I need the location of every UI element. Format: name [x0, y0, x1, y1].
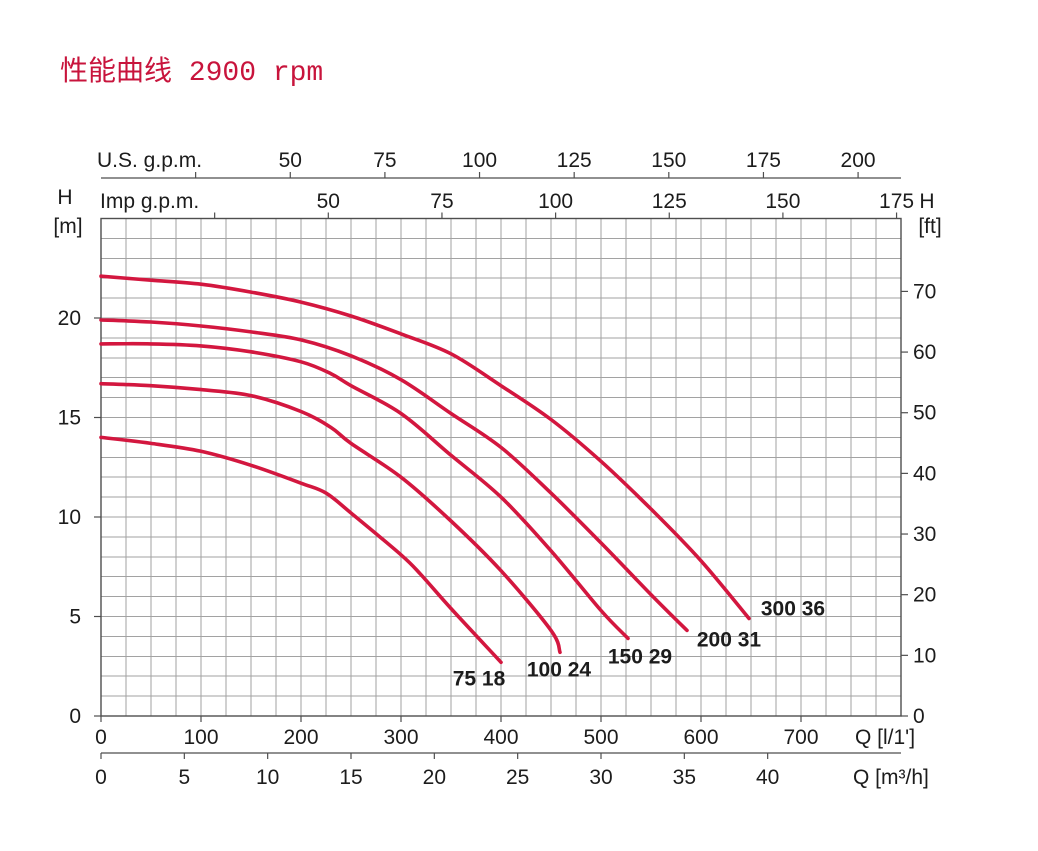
pump-curve [99, 318, 689, 633]
pump-curve-label: 300 36 [761, 597, 825, 620]
x-tick-label-us-gpm: 100 [462, 149, 497, 172]
x-tick-label-m3h: 5 [178, 766, 190, 789]
y-tick-label-m: 15 [58, 407, 81, 430]
x-tick-label-lpm: 100 [183, 726, 218, 749]
y-tick-label-m: 20 [58, 307, 81, 330]
left-axis-unit: [m] [53, 215, 82, 238]
x-tick-label-m3h: 20 [423, 766, 446, 789]
flow-m3h-axis-label: Q [m³/h] [853, 766, 929, 789]
x-tick-label-m3h: 10 [256, 766, 279, 789]
y-tick-label-m: 0 [69, 705, 81, 728]
axis-titles: U.S. g.p.m. Imp g.p.m. H [m] H [ft] Q [l… [53, 149, 941, 789]
x-tick-label-lpm: 0 [95, 726, 107, 749]
x-tick-label-us-gpm: 175 [746, 149, 781, 172]
x-tick-label-m3h: 30 [589, 766, 612, 789]
right-axis-unit: [ft] [918, 215, 941, 238]
pump-curve [99, 341, 630, 641]
y-tick-label-ft: 20 [913, 584, 936, 607]
y-tick-label-ft: 0 [913, 705, 925, 728]
pump-curve-label: 75 18 [453, 667, 506, 690]
x-tick-label-imp-gpm: 100 [538, 190, 573, 213]
grid [101, 218, 901, 716]
x-tick-label-imp-gpm: 50 [317, 190, 340, 213]
x-tick-label-imp-gpm: 150 [765, 190, 800, 213]
y-tick-label-ft: 70 [913, 280, 936, 303]
x-tick-label-us-gpm: 200 [841, 149, 876, 172]
x-tick-label-us-gpm: 75 [373, 149, 396, 172]
x-tick-label-m3h: 25 [506, 766, 529, 789]
pump-curve [99, 274, 751, 621]
y-tick-label-ft: 50 [913, 402, 936, 425]
x-tick-label-imp-gpm: 125 [652, 190, 687, 213]
x-tick-label-m3h: 40 [756, 766, 779, 789]
left-axis-symbol: H [57, 186, 72, 209]
x-tick-label-us-gpm: 50 [279, 149, 302, 172]
x-tick-label-lpm: 700 [783, 726, 818, 749]
x-tick-label-lpm: 500 [583, 726, 618, 749]
x-tick-label-m3h: 35 [673, 766, 696, 789]
x-tick-label-imp-gpm: 75 [430, 190, 453, 213]
x-tick-label-lpm: 400 [483, 726, 518, 749]
x-tick-label-imp-gpm: 175 [879, 190, 914, 213]
pump-curve [99, 381, 562, 655]
x-tick-label-m3h: 0 [95, 766, 107, 789]
y-tick-label-ft: 10 [913, 644, 936, 667]
y-tick-label-m: 5 [69, 606, 81, 629]
y-tick-label-ft: 40 [913, 462, 936, 485]
pump-curve-labels: 75 18 100 24 150 29 200 31 300 36 [453, 597, 825, 690]
x-tick-label-us-gpm: 150 [651, 149, 686, 172]
flow-lpm-axis-label: Q [l/1'] [855, 726, 915, 749]
axes [94, 172, 908, 759]
right-axis-symbol: H [919, 190, 934, 213]
y-tick-label-ft: 30 [913, 523, 936, 546]
imp-gpm-axis-label: Imp g.p.m. [100, 190, 199, 213]
x-tick-label-lpm: 600 [683, 726, 718, 749]
pump-curves [99, 274, 751, 665]
x-tick-label-lpm: 300 [383, 726, 418, 749]
us-gpm-axis-label: U.S. g.p.m. [97, 149, 202, 172]
y-tick-label-m: 10 [58, 506, 81, 529]
pump-curve-label: 200 31 [697, 628, 762, 651]
pump-curve [99, 435, 503, 665]
x-tick-label-us-gpm: 125 [557, 149, 592, 172]
pump-curve-label: 100 24 [527, 658, 592, 681]
pump-curve-label: 150 29 [608, 645, 672, 668]
chart-title: 性能曲线 2900 rpm [60, 55, 323, 89]
y-tick-label-ft: 60 [913, 341, 936, 364]
x-tick-label-lpm: 200 [283, 726, 318, 749]
x-tick-label-m3h: 15 [339, 766, 362, 789]
